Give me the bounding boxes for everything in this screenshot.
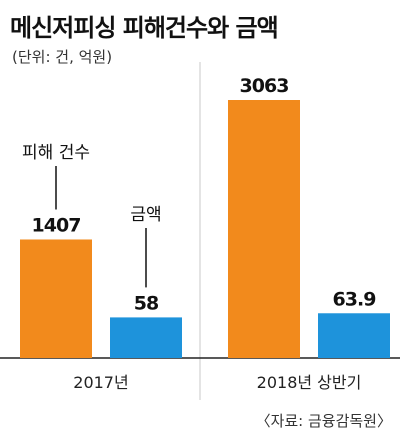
data-label: 58 (134, 292, 159, 314)
annotations-group: 1407 피해 건수 58 금액 2017년 3063 63.9 2018년 상반기 (22, 75, 376, 392)
bars-group (20, 100, 390, 358)
bar-count-1 (228, 100, 300, 358)
category-label: 2018년 상반기 (257, 373, 362, 392)
bar-count-0 (20, 239, 92, 358)
unit-label: (단위: 건, 억원) (12, 48, 113, 66)
bar-amount-0 (110, 317, 182, 358)
data-label: 1407 (32, 214, 81, 236)
source-note: 〈자료: 금융감독원〉 (255, 412, 392, 430)
category-label: 2017년 (73, 373, 128, 392)
series-name-label: 금액 (130, 205, 161, 225)
data-label: 63.9 (333, 288, 376, 310)
data-label: 3063 (240, 75, 289, 97)
bar-amount-1 (318, 313, 390, 358)
series-name-label: 피해 건수 (22, 143, 90, 163)
chart-title: 메신저피싱 피해건수와 금액 (10, 14, 279, 42)
